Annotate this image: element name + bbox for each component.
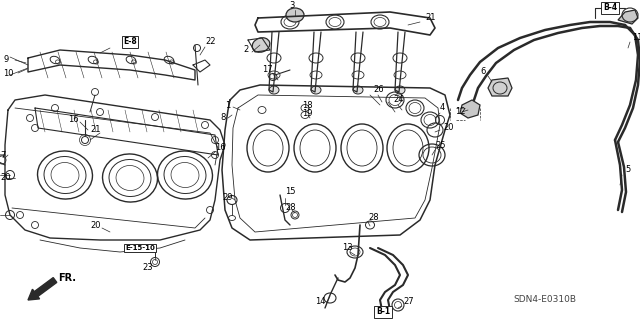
Text: 22: 22: [205, 38, 216, 47]
FancyArrow shape: [28, 278, 57, 300]
Text: 20: 20: [0, 174, 10, 182]
Text: 20: 20: [443, 123, 454, 132]
Text: 7: 7: [0, 151, 5, 160]
Text: 16: 16: [68, 115, 79, 124]
Text: 13: 13: [342, 243, 353, 253]
Ellipse shape: [269, 86, 279, 94]
Text: 12: 12: [455, 108, 465, 116]
Text: 21: 21: [425, 13, 435, 23]
Text: 9: 9: [3, 56, 8, 64]
Text: 15: 15: [285, 188, 296, 197]
Ellipse shape: [395, 86, 405, 94]
Text: E-8: E-8: [123, 38, 137, 47]
Text: 27: 27: [403, 298, 413, 307]
Text: 14: 14: [315, 298, 325, 307]
Text: 17: 17: [262, 65, 273, 75]
Text: 18: 18: [302, 100, 312, 109]
Text: 1: 1: [225, 100, 230, 109]
Text: 23: 23: [143, 263, 154, 272]
Text: E-15-10: E-15-10: [125, 245, 155, 251]
Text: 10: 10: [3, 69, 13, 78]
Text: 28: 28: [368, 213, 379, 222]
Text: 8: 8: [220, 114, 225, 122]
Text: 28: 28: [285, 204, 296, 212]
Text: 26: 26: [373, 85, 383, 94]
Text: 21: 21: [90, 125, 100, 135]
Text: 19: 19: [302, 108, 312, 117]
Text: 4: 4: [440, 103, 445, 113]
Text: B-1: B-1: [376, 308, 390, 316]
Text: 2: 2: [243, 46, 248, 55]
Ellipse shape: [286, 8, 304, 22]
Text: FR.: FR.: [58, 273, 76, 283]
Polygon shape: [488, 78, 512, 96]
Ellipse shape: [353, 86, 363, 94]
Text: 5: 5: [625, 166, 630, 174]
Text: SDN4-E0310B: SDN4-E0310B: [513, 295, 577, 305]
Polygon shape: [460, 100, 480, 118]
Text: 20: 20: [90, 220, 100, 229]
Text: 24: 24: [393, 95, 403, 105]
Text: B-4: B-4: [603, 4, 617, 12]
Ellipse shape: [311, 86, 321, 94]
Text: 29: 29: [222, 192, 232, 202]
Text: 16: 16: [215, 144, 226, 152]
Ellipse shape: [252, 38, 270, 52]
Text: 11: 11: [632, 33, 640, 42]
Polygon shape: [618, 10, 638, 24]
Text: 3: 3: [289, 1, 294, 10]
Text: 6: 6: [480, 68, 486, 77]
Text: 25: 25: [435, 140, 445, 150]
